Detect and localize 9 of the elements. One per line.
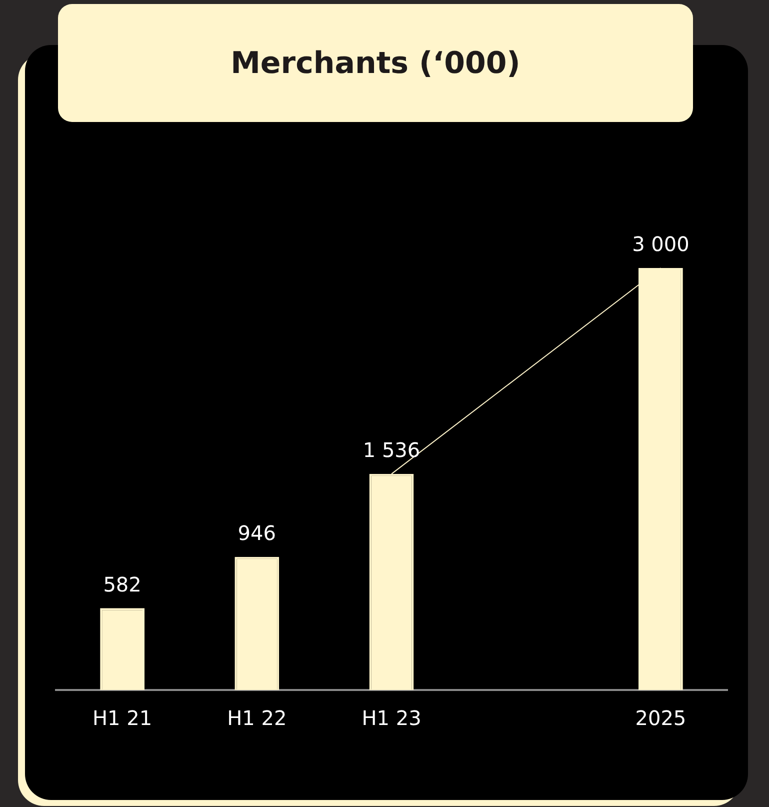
data-label: 1 536 — [362, 438, 420, 462]
data-label: 3 000 — [632, 232, 690, 256]
x-tick-label: H1 21 — [92, 706, 152, 730]
data-label: 946 — [238, 521, 276, 546]
data-label: 582 — [103, 572, 142, 596]
x-tick-label: H1 23 — [362, 706, 422, 730]
x-tick-label: 2025 — [635, 706, 686, 730]
chart-title: Merchants (‘000) — [58, 4, 693, 122]
x-tick-label: H1 22 — [227, 706, 287, 730]
